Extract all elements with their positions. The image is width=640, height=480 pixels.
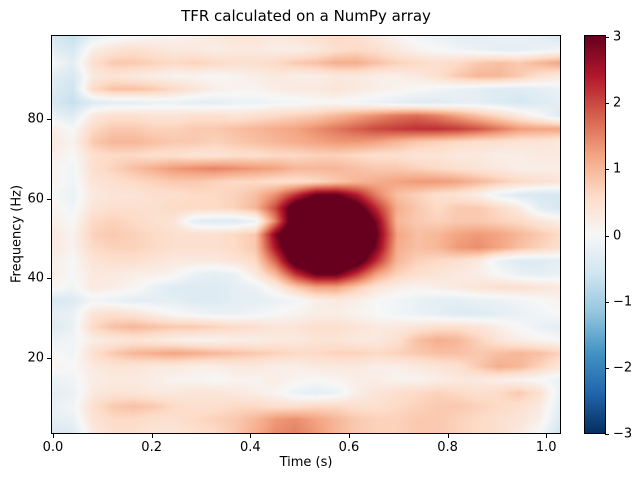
x-tick-mark: [53, 434, 54, 438]
x-axis-label: Time (s): [279, 455, 333, 470]
y-tick-label: 60: [27, 191, 44, 207]
plot-area: 0.0 0.2 0.4 0.6 0.8 1.0 20 40 60 80: [27, 35, 561, 455]
x-tick-mark: [250, 434, 252, 438]
colorbar-tick-label: 3: [613, 29, 622, 45]
y-tick-mark: [47, 358, 51, 360]
y-axis-label: Frequency (Hz): [9, 184, 25, 284]
colorbar-tick-mark: [605, 301, 609, 303]
y-tick-label: 40: [27, 270, 44, 286]
y-tick-mark: [47, 118, 51, 120]
x-tick-mark: [546, 434, 548, 438]
colorbar-tick-mark: [605, 235, 609, 237]
x-tick-mark: [151, 434, 153, 438]
colorbar-tick-label: −2: [613, 360, 633, 376]
colorbar-tick-label: 0: [613, 228, 622, 243]
colorbar: 3 2 1 0 −1 −2 −3: [584, 30, 632, 442]
heatmap-image: [52, 36, 560, 433]
x-tick-label: 0.4: [239, 440, 261, 455]
x-tick-label: 0.6: [338, 440, 360, 455]
x-tick-mark: [447, 434, 449, 438]
colorbar-tick-mark: [605, 103, 609, 105]
colorbar-tick-mark: [605, 367, 609, 369]
y-tick-mark: [47, 198, 51, 200]
colorbar-tick-mark: [605, 169, 609, 171]
x-tick-mark: [348, 434, 350, 438]
x-tick-label: 0.0: [42, 440, 64, 455]
colorbar-tick-label: 1: [613, 161, 622, 177]
colorbar-tick-label: 2: [613, 95, 622, 111]
y-tick-label: 20: [27, 350, 44, 366]
x-tick-label: 0.2: [141, 440, 162, 455]
colorbar-gradient: [585, 36, 605, 433]
colorbar-tick-label: −1: [613, 294, 633, 310]
y-tick-mark: [47, 278, 51, 280]
chart-title: TFR calculated on a NumPy array: [181, 7, 431, 25]
colorbar-tick-mark: [605, 37, 609, 38]
x-tick-label: 0.8: [437, 440, 458, 455]
x-tick-label: 1.0: [535, 440, 557, 455]
colorbar-tick-mark: [605, 434, 609, 435]
y-tick-label: 80: [27, 111, 44, 127]
colorbar-tick-label: −3: [613, 426, 633, 442]
